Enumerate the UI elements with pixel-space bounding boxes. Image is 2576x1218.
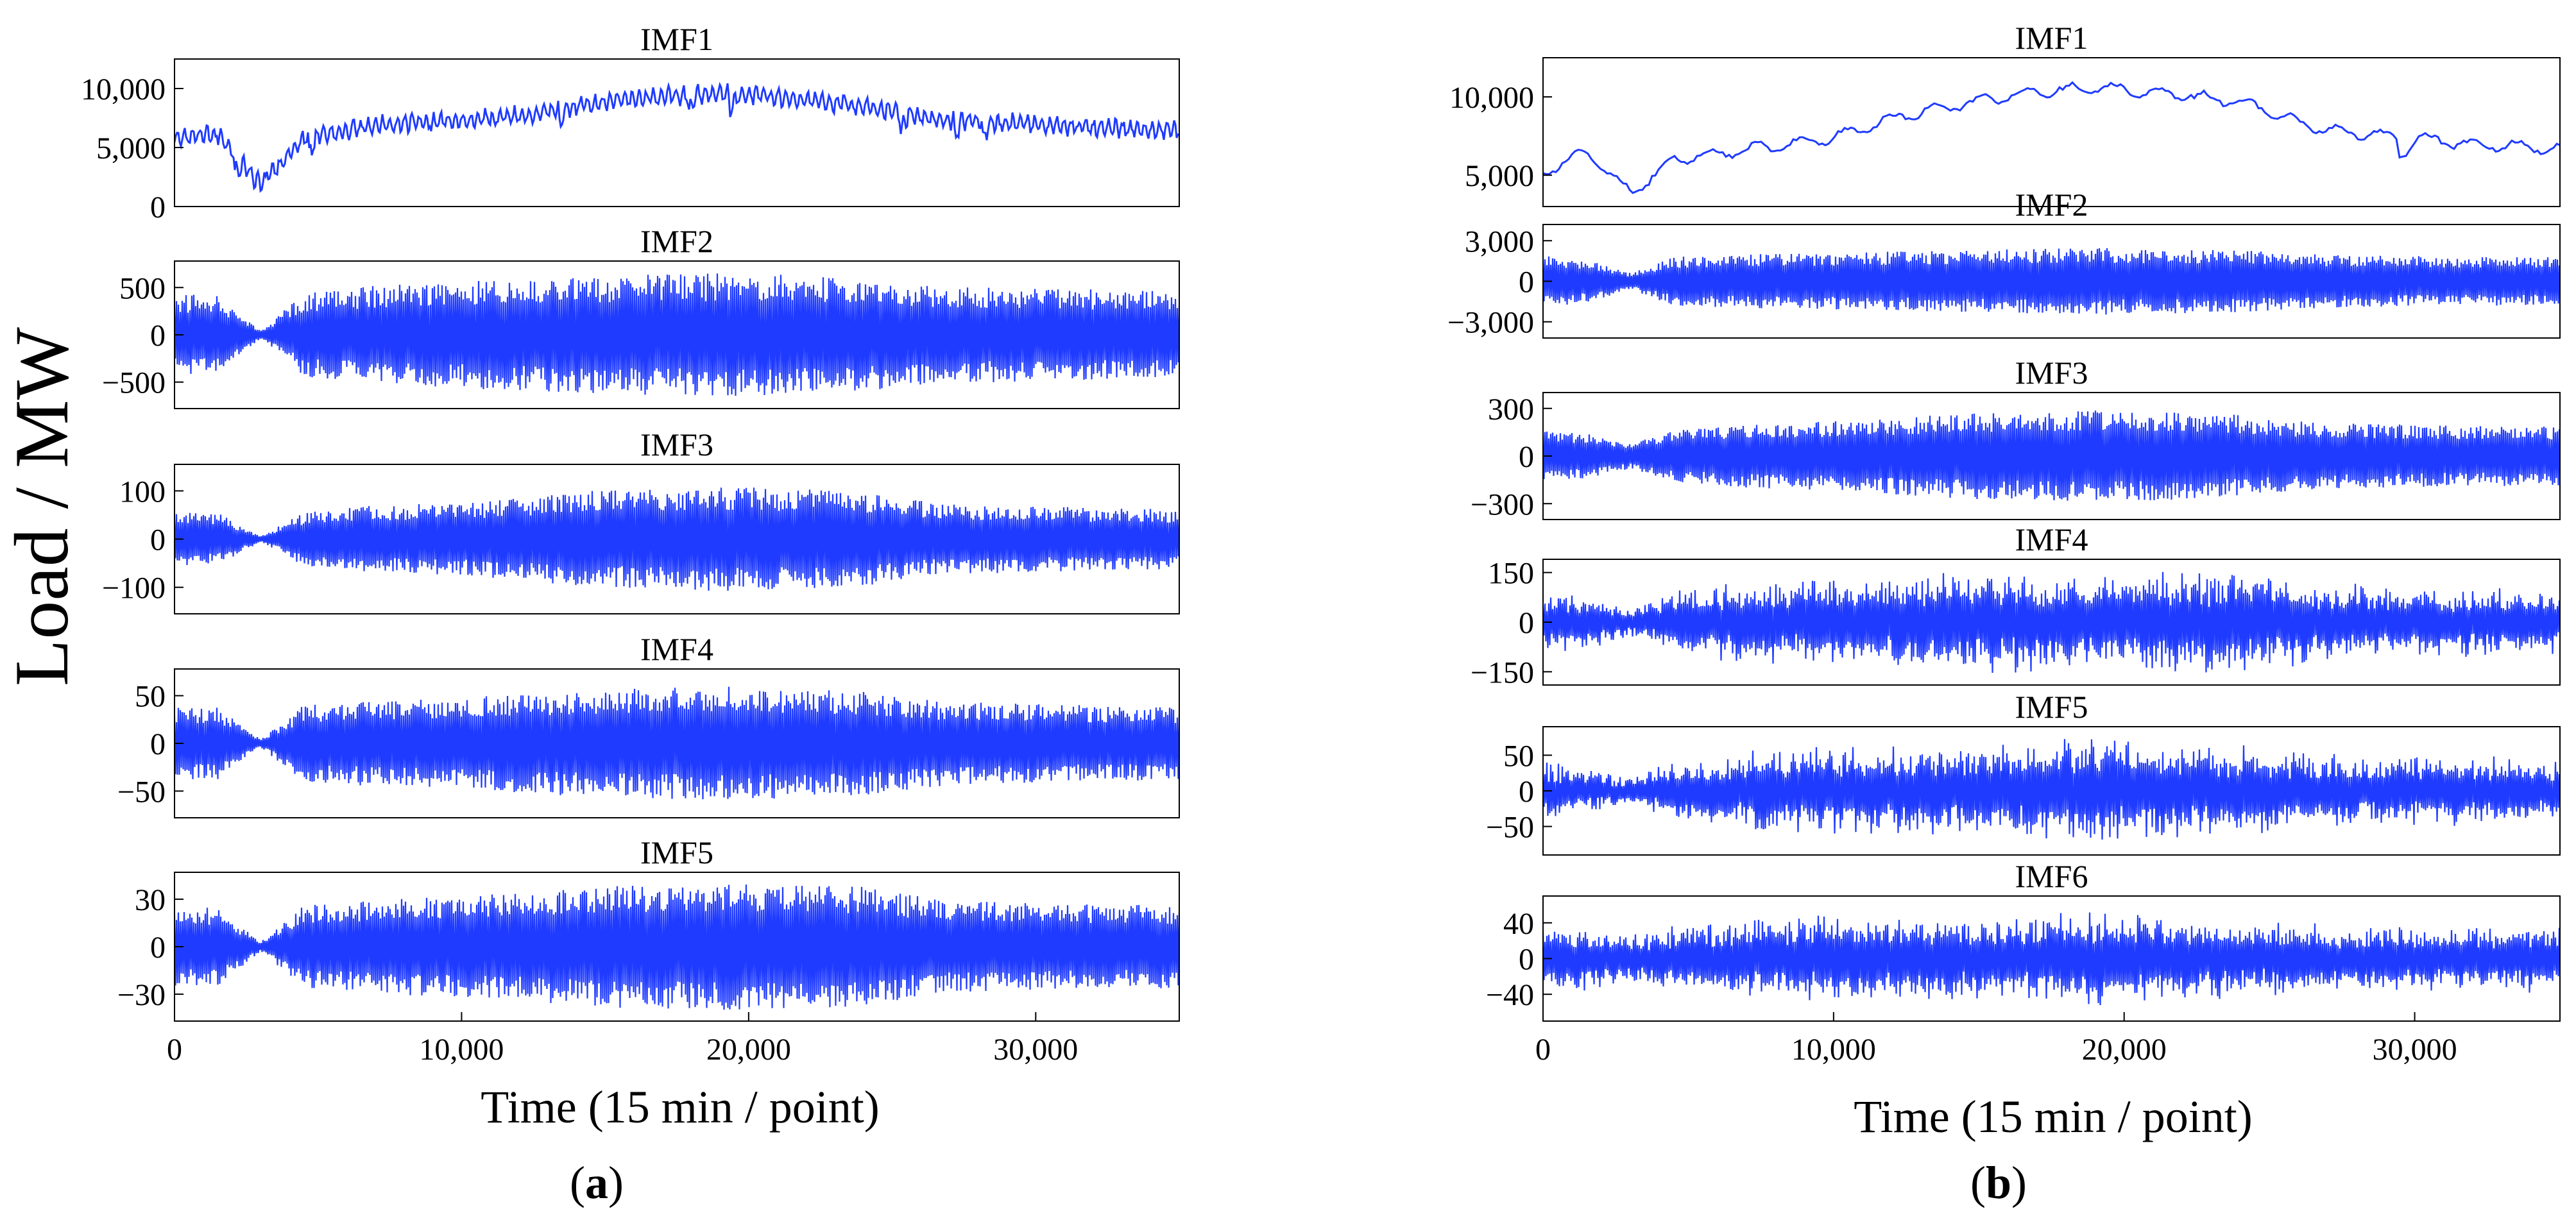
- subplot-a-imf4: IMF4 −50 0 50: [117, 631, 1180, 818]
- x-tick-label-a-imf5: 30,000: [993, 1033, 1078, 1067]
- y-tick-label-a-imf4: −50: [117, 775, 166, 809]
- y-tick-label-b-imf4: 150: [1488, 557, 1534, 591]
- x-tick-label-b-imf6: 30,000: [2373, 1033, 2457, 1067]
- y-tick-label-b-imf2: 0: [1519, 266, 1534, 300]
- y-tick-label-b-imf1: 10,000: [1449, 81, 1534, 115]
- subplot-a-imf1: IMF1 0 5,000 10,000: [81, 21, 1180, 224]
- x-axis-label-a: Time (15 min / point): [481, 1081, 879, 1133]
- x-axis-label-b: Time (15 min / point): [1854, 1091, 2252, 1142]
- y-tick-label-b-imf6: −40: [1486, 978, 1534, 1012]
- panel-label-a: (a): [570, 1157, 624, 1208]
- subplot-b-imf3: IMF3 −300 0 300: [1471, 355, 2561, 521]
- y-tick-label-b-imf5: −50: [1486, 811, 1534, 845]
- y-tick-label-a-imf1: 0: [150, 190, 166, 224]
- y-tick-label-b-imf3: 0: [1519, 440, 1534, 474]
- y-tick-label-b-imf4: 0: [1519, 606, 1534, 640]
- y-tick-label-b-imf2: −3,000: [1447, 306, 1534, 340]
- subplot-title-a-imf4: IMF4: [640, 631, 713, 667]
- subplot-title-b-imf3: IMF3: [2015, 355, 2088, 391]
- y-tick-label-b-imf4: −150: [1471, 656, 1534, 689]
- y-tick-label-b-imf6: 40: [1503, 907, 1534, 941]
- y-tick-label-b-imf5: 0: [1519, 775, 1534, 809]
- subplot-title-a-imf2: IMF2: [640, 223, 713, 259]
- y-tick-label-a-imf3: −100: [102, 571, 166, 605]
- y-tick-label-a-imf5: 30: [135, 883, 166, 917]
- subplot-a-imf3: IMF3 −100 0 100: [102, 427, 1180, 614]
- series-line-b-imf6: [1543, 912, 2560, 1006]
- subplot-title-a-imf5: IMF5: [640, 834, 713, 870]
- series-line-a-imf2: [175, 273, 1179, 396]
- y-tick-label-b-imf2: 3,000: [1465, 224, 1534, 258]
- y-tick-label-a-imf4: 50: [135, 680, 166, 714]
- x-tick-label-b-imf6: 20,000: [2082, 1033, 2167, 1067]
- series-line-a-imf1: [175, 81, 1179, 193]
- y-tick-label-a-imf3: 100: [119, 475, 166, 509]
- subplot-b-imf2: IMF2 −3,000 0 3,000: [1447, 187, 2561, 340]
- y-tick-label-b-imf5: 50: [1503, 739, 1534, 773]
- plot-frame-b-imf1: [1542, 57, 2561, 207]
- y-tick-label-a-imf5: 0: [150, 931, 166, 965]
- subplot-title-b-imf4: IMF4: [2015, 521, 2088, 557]
- subplot-title-b-imf6: IMF6: [2015, 858, 2088, 894]
- y-tick-label-b-imf1: 5,000: [1465, 159, 1534, 193]
- series-line-b-imf3: [1543, 410, 2560, 501]
- plot-frame-a-imf1: [174, 58, 1180, 207]
- subplots-layer: IMF105,00010,000IMF2−5000500IMF3−1000100…: [81, 20, 2561, 1067]
- subplot-title-b-imf2: IMF2: [2015, 187, 2088, 223]
- y-tick-label-a-imf2: 500: [119, 271, 166, 305]
- subplot-a-imf2: IMF2 −500 0 500: [102, 223, 1180, 409]
- x-tick-label-a-imf5: 0: [167, 1033, 182, 1067]
- y-tick-label-a-imf5: −30: [117, 978, 166, 1012]
- y-tick-label-b-imf3: −300: [1471, 487, 1534, 521]
- series-line-a-imf3: [175, 487, 1179, 591]
- series-line-b-imf1: [1543, 81, 2560, 194]
- y-tick-label-a-imf2: −500: [102, 366, 166, 400]
- panel-label-b: (b): [1970, 1157, 2027, 1208]
- y-axis-label: Load / MW: [0, 326, 84, 686]
- subplot-b-imf4: IMF4 −150 0 150: [1471, 521, 2561, 689]
- x-tick-label-b-imf6: 10,000: [1791, 1033, 1876, 1067]
- y-tick-label-a-imf2: 0: [150, 319, 166, 353]
- subplot-title-b-imf1: IMF1: [2015, 20, 2088, 56]
- y-tick-label-b-imf6: 0: [1519, 943, 1534, 977]
- x-tick-label-b-imf6: 0: [1535, 1033, 1551, 1067]
- subplot-b-imf1: IMF1 5,000 10,000: [1449, 20, 2561, 207]
- series-line-b-imf5: [1543, 739, 2560, 840]
- series-line-b-imf4: [1543, 571, 2560, 673]
- y-tick-label-a-imf1: 10,000: [81, 72, 166, 106]
- x-tick-label-a-imf5: 10,000: [419, 1033, 504, 1067]
- y-tick-label-a-imf4: 0: [150, 727, 166, 761]
- subplot-title-a-imf3: IMF3: [640, 427, 713, 462]
- series-line-a-imf4: [175, 686, 1179, 800]
- subplot-title-a-imf1: IMF1: [640, 21, 713, 57]
- series-line-a-imf5: [175, 884, 1179, 1010]
- y-tick-label-b-imf3: 300: [1488, 393, 1534, 427]
- subplot-title-b-imf5: IMF5: [2015, 689, 2088, 725]
- x-tick-label-a-imf5: 20,000: [706, 1033, 791, 1067]
- series-line-b-imf2: [1543, 248, 2560, 315]
- y-tick-label-a-imf1: 5,000: [96, 131, 166, 165]
- y-tick-label-a-imf3: 0: [150, 523, 166, 557]
